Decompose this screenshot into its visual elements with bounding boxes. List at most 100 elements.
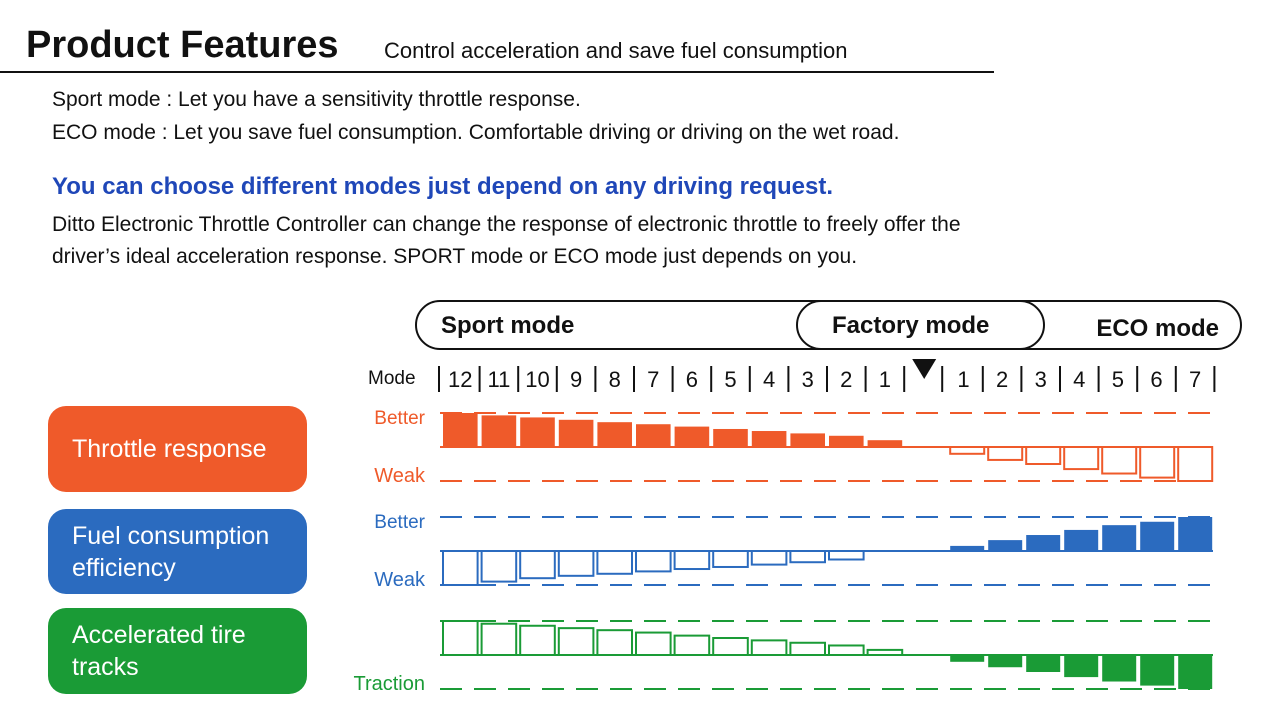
sport-bar [673, 550, 711, 571]
sport-bar [636, 424, 671, 447]
sport-bar [597, 422, 632, 447]
sport-bar [712, 550, 749, 568]
category-fuel-efficiency: Fuel consumption efficiency [48, 509, 307, 594]
eco-level-tick: 3 [1035, 367, 1047, 392]
title-divider [0, 71, 994, 73]
sport-bar [828, 644, 865, 656]
sport-bar [520, 417, 555, 447]
sport-bar [596, 629, 634, 656]
sport-level-tick: 6 [686, 367, 698, 392]
eco-bar [1102, 525, 1137, 551]
eco-level-tick: 1 [957, 367, 969, 392]
category-tire-tracks: Accelerated tire tracks [48, 608, 307, 694]
eco-bar [987, 446, 1024, 461]
description-line-1: Ditto Electronic Throttle Controller can… [52, 213, 961, 236]
eco-bar [1026, 655, 1061, 672]
sport-bar [790, 433, 825, 447]
sport-bar [751, 431, 787, 447]
sport-level-tick: 4 [763, 367, 775, 392]
eco-bar [1102, 655, 1137, 682]
row-top-label: Better [374, 512, 425, 533]
sport-bar [519, 624, 556, 657]
category-label: Accelerated tire tracks [72, 621, 246, 681]
eco-mode-label: ECO mode [1096, 315, 1219, 342]
eco-mode-description: ECO mode : Let you save fuel consumption… [52, 121, 900, 144]
eco-level-tick: 7 [1189, 367, 1201, 392]
factory-position-marker [912, 359, 937, 379]
sport-bar [674, 426, 710, 447]
sport-level-tick: 11 [487, 367, 510, 392]
category-label: Throttle response [72, 435, 267, 463]
sport-bar [789, 550, 827, 564]
row-top-label: Better [374, 408, 425, 429]
eco-bar [988, 540, 1023, 551]
mode-axis-label: Mode [368, 368, 416, 389]
eco-bar [949, 446, 986, 455]
row-bottom-label: Traction [353, 673, 425, 695]
eco-bar [950, 545, 985, 551]
sport-bar [750, 639, 788, 657]
eco-bar [1139, 446, 1176, 479]
eco-bar [1178, 517, 1213, 551]
category-label: Fuel consumption efficiency [72, 521, 270, 582]
sport-level-tick: 1 [879, 367, 891, 392]
sport-bar [635, 631, 672, 656]
row-bottom-label: Weak [374, 569, 426, 591]
page-title: Product Features [26, 24, 339, 66]
highlight-heading: You can choose different modes just depe… [52, 173, 834, 200]
sport-level-tick: 12 [448, 367, 472, 392]
row-bottom-label: Weak [374, 465, 426, 487]
eco-bar [1140, 521, 1175, 551]
category-throttle-response: Throttle response [48, 406, 307, 492]
sport-bar [557, 627, 595, 657]
eco-bar [1064, 529, 1099, 551]
sport-level-tick: 3 [802, 367, 814, 392]
sport-bar [596, 550, 634, 575]
eco-bar [988, 655, 1023, 668]
page-subtitle: Control acceleration and save fuel consu… [384, 38, 848, 63]
eco-level-tick: 5 [1112, 367, 1124, 392]
eco-bar [1025, 446, 1062, 465]
factory-mode-pill: Factory mode [796, 300, 1045, 350]
sport-bar [673, 634, 711, 656]
eco-bar [1140, 655, 1175, 686]
sport-mode-description: Sport mode : Let you have a sensitivity … [52, 88, 581, 111]
sport-bar [442, 620, 479, 656]
sport-bar [635, 550, 672, 573]
sport-bar [867, 440, 903, 447]
sport-mode-label: Sport mode [441, 312, 575, 339]
sport-bar [481, 415, 517, 447]
eco-bar [1101, 446, 1138, 475]
sport-bar [480, 550, 518, 583]
sport-bar [750, 550, 788, 566]
sport-level-tick: 8 [609, 367, 621, 392]
sport-bar [789, 641, 827, 657]
sport-bar [443, 413, 478, 447]
eco-bar [950, 655, 985, 662]
sport-level-tick: 7 [647, 367, 659, 392]
sport-bar [866, 648, 904, 657]
sport-bar [828, 550, 865, 561]
eco-bar [1026, 535, 1061, 551]
sport-level-tick: 2 [840, 367, 852, 392]
sport-level-tick: 5 [724, 367, 736, 392]
eco-bar [1178, 655, 1213, 689]
eco-level-tick: 6 [1150, 367, 1162, 392]
sport-bar [713, 428, 748, 447]
sport-bar [519, 550, 556, 580]
eco-bar [1177, 446, 1214, 482]
sport-bar [712, 637, 749, 656]
sport-bar [558, 419, 594, 447]
eco-bar [1063, 446, 1100, 471]
factory-mode-label: Factory mode [832, 312, 990, 339]
sport-level-tick: 9 [570, 367, 582, 392]
description-line-2: driver’s ideal acceleration response. SP… [52, 245, 858, 268]
eco-bar [1064, 655, 1099, 678]
eco-level-tick: 2 [996, 367, 1008, 392]
sport-bar [442, 550, 479, 586]
sport-bar [480, 622, 518, 656]
eco-level-tick: 4 [1073, 367, 1085, 392]
sport-bar [829, 435, 864, 447]
sport-bar [557, 550, 595, 577]
